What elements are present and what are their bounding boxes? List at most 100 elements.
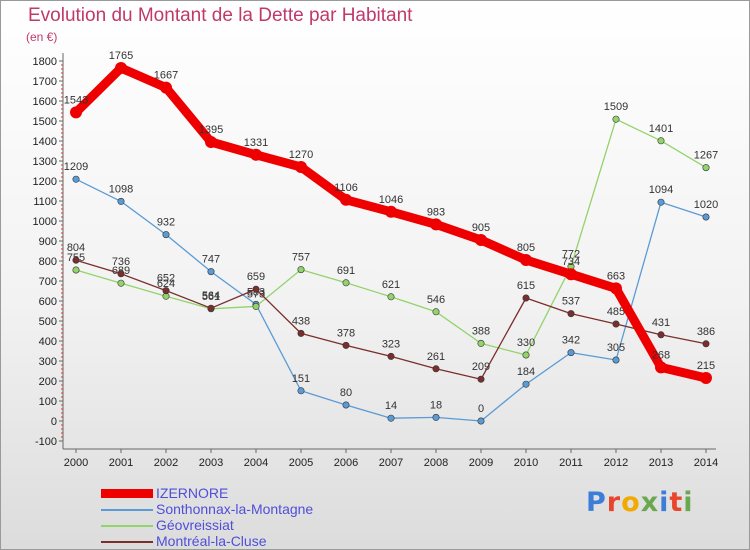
y-tick-label: 400: [39, 336, 57, 348]
data-point: [205, 136, 217, 148]
data-point: [387, 293, 395, 301]
data-point: [657, 331, 665, 339]
y-tick-label: 600: [39, 296, 57, 308]
data-point: [340, 193, 352, 206]
data-point: [297, 329, 305, 337]
data-label: 1094: [649, 184, 673, 196]
data-label: 342: [562, 335, 580, 347]
data-point: [342, 401, 350, 409]
data-label: 772: [562, 249, 580, 261]
y-tick-label: 300: [39, 356, 57, 368]
data-label: 0: [478, 403, 484, 415]
data-label: 537: [562, 296, 580, 308]
data-label: 209: [472, 361, 490, 373]
data-point: [72, 256, 80, 264]
data-label: 1509: [604, 101, 628, 113]
data-point: [295, 161, 307, 173]
data-point: [522, 294, 530, 302]
data-label: 932: [157, 217, 175, 229]
x-tick-label: 2005: [289, 457, 313, 469]
y-tick-label: 1200: [33, 176, 57, 188]
legend-label-sonthonnax: Sonthonnax-la-Montagne: [156, 501, 314, 517]
data-label: 805: [517, 242, 535, 254]
data-label: 624: [157, 278, 175, 290]
data-label: 1267: [694, 150, 718, 162]
data-label: 1331: [244, 137, 268, 149]
x-tick-label: 2006: [334, 457, 358, 469]
data-point: [522, 351, 530, 359]
data-label: 615: [517, 280, 535, 292]
data-point: [387, 414, 395, 422]
logo-letter: P: [586, 487, 607, 518]
logo-letter: x: [640, 487, 660, 518]
data-label: 1765: [109, 50, 133, 62]
data-point: [432, 308, 440, 316]
y-tick-label: 700: [39, 276, 57, 288]
data-label: 546: [427, 294, 445, 306]
legend-swatch-geovreissiat: [101, 525, 153, 527]
data-label: 564: [202, 290, 220, 302]
data-point: [565, 268, 577, 281]
data-point: [657, 137, 665, 145]
data-label: 1401: [649, 123, 673, 135]
data-point: [612, 320, 620, 328]
x-tick-label: 2001: [109, 457, 133, 469]
data-point: [342, 341, 350, 349]
data-label: 1046: [379, 194, 403, 206]
data-point: [387, 352, 395, 360]
data-label: 561: [202, 291, 220, 303]
data-point: [385, 205, 397, 218]
proxiti-logo: Proxiti: [586, 487, 694, 518]
data-label: 691: [337, 265, 355, 277]
data-label: 438: [292, 315, 310, 327]
data-label: 485: [607, 306, 625, 318]
data-label: 621: [382, 279, 400, 291]
data-label: 1543: [64, 94, 88, 106]
data-point: [160, 81, 172, 94]
data-label: 431: [652, 317, 670, 329]
logo-letter: r: [606, 487, 622, 518]
y-tick-label: 1400: [33, 136, 57, 148]
x-tick-label: 2002: [154, 457, 178, 469]
y-tick-label: 1600: [33, 96, 57, 108]
data-point: [250, 148, 262, 161]
y-tick-label: 900: [39, 236, 57, 248]
data-point: [475, 234, 487, 246]
logo-letter: o: [621, 487, 641, 518]
data-point: [657, 198, 665, 206]
legend-label-izernore: IZERNORE: [156, 485, 229, 501]
data-label: 905: [472, 222, 490, 234]
data-point: [117, 270, 125, 278]
data-point: [612, 115, 620, 123]
x-tick-label: 2011: [559, 457, 583, 469]
data-label: 388: [472, 325, 490, 337]
y-tick-label: 1500: [33, 116, 57, 128]
data-label: 330: [517, 337, 535, 349]
y-tick-label: 1800: [33, 56, 57, 68]
legend-swatch-montreal: [101, 541, 153, 543]
data-label: 80: [340, 387, 352, 399]
legend-label-geovreissiat: Géovreissiat: [156, 517, 234, 533]
data-label: 757: [292, 252, 310, 264]
y-tick-label: 100: [39, 396, 57, 408]
y-tick-label: 800: [39, 256, 57, 268]
data-label: 261: [427, 351, 445, 363]
data-point: [612, 356, 620, 364]
data-label: 184: [517, 366, 535, 378]
data-point: [702, 340, 710, 348]
logo-letter: i: [683, 487, 694, 518]
logo-letter: i: [659, 487, 670, 518]
data-point: [117, 279, 125, 287]
x-tick-label: 2010: [514, 457, 538, 469]
data-point: [72, 175, 80, 183]
legend-label-montreal: Montréal-la-Cluse: [156, 533, 267, 549]
data-point: [430, 218, 442, 231]
x-tick-label: 2009: [469, 457, 493, 469]
data-point: [702, 213, 710, 221]
data-point: [477, 375, 485, 383]
data-point: [162, 287, 170, 295]
data-point: [477, 339, 485, 347]
y-tick-label: -100: [35, 436, 57, 448]
data-label: 663: [607, 270, 625, 282]
